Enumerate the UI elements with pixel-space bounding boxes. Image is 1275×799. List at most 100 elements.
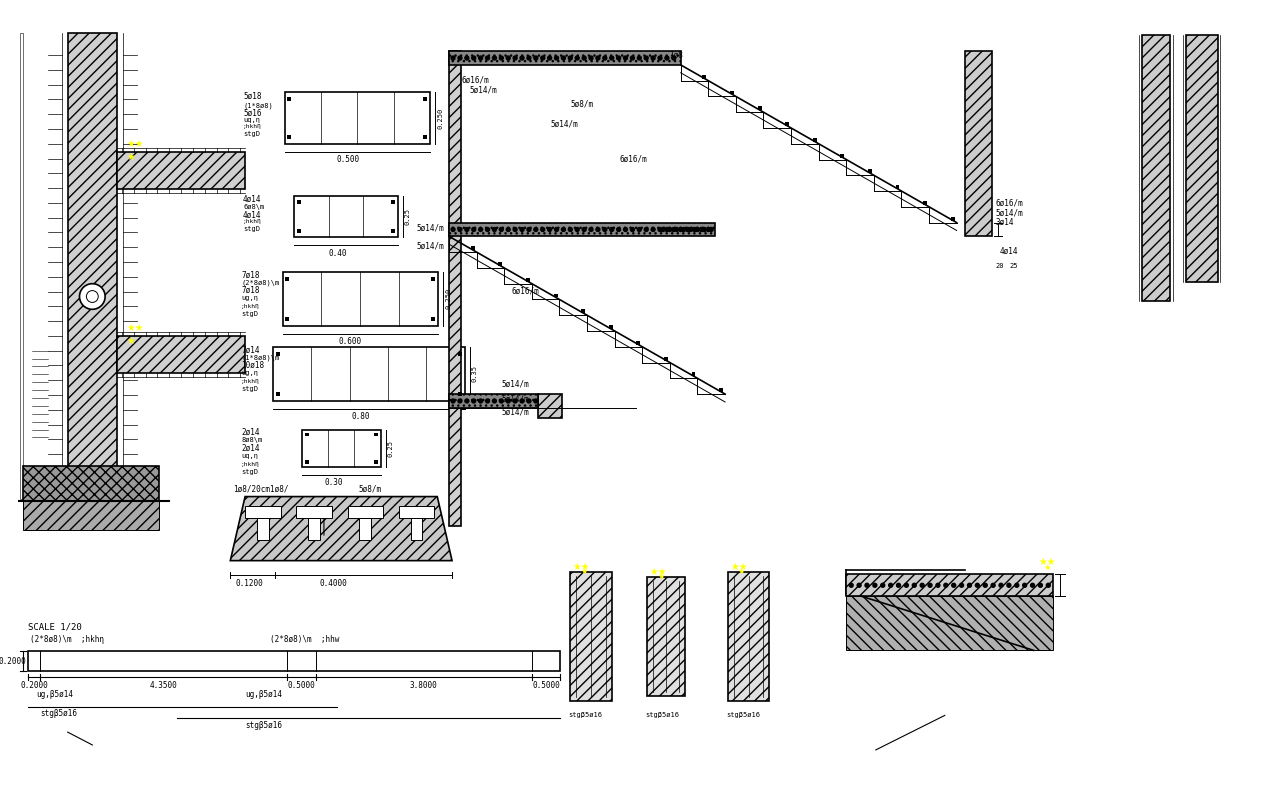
- Circle shape: [478, 56, 483, 60]
- Circle shape: [849, 583, 853, 587]
- Text: 0.1200: 0.1200: [235, 578, 263, 588]
- Text: 3.8000: 3.8000: [411, 682, 437, 690]
- Bar: [847, 596, 1053, 650]
- Text: ★: ★: [580, 567, 588, 576]
- Bar: [581, 309, 585, 313]
- Bar: [574, 690, 608, 698]
- Circle shape: [506, 399, 510, 403]
- Bar: [286, 317, 289, 321]
- Circle shape: [703, 228, 706, 232]
- Text: ★★: ★★: [649, 566, 667, 577]
- Text: 0.35: 0.35: [472, 365, 478, 382]
- Text: SCALE 1/20: SCALE 1/20: [28, 622, 82, 631]
- Bar: [374, 460, 379, 464]
- Text: stgβ5ø16: stgβ5ø16: [725, 713, 760, 718]
- Circle shape: [1023, 583, 1026, 587]
- Bar: [965, 51, 992, 237]
- Bar: [923, 201, 927, 205]
- Circle shape: [520, 228, 524, 232]
- Text: 5ø14/m: 5ø14/m: [417, 242, 444, 251]
- Circle shape: [1038, 583, 1043, 587]
- Circle shape: [960, 583, 964, 587]
- Bar: [458, 352, 462, 356]
- Text: ★: ★: [738, 567, 746, 576]
- Circle shape: [492, 399, 496, 403]
- Circle shape: [968, 583, 972, 587]
- Circle shape: [513, 228, 518, 232]
- Circle shape: [603, 56, 607, 60]
- Circle shape: [472, 399, 476, 403]
- Circle shape: [583, 228, 587, 232]
- Circle shape: [652, 228, 655, 232]
- Circle shape: [991, 583, 995, 587]
- Bar: [574, 663, 608, 671]
- Circle shape: [465, 56, 469, 60]
- Circle shape: [904, 583, 908, 587]
- Text: ★: ★: [126, 152, 135, 161]
- Text: 6ø16/m: 6ø16/m: [462, 75, 490, 84]
- Circle shape: [492, 56, 496, 60]
- Bar: [431, 276, 435, 280]
- Text: uq,η: uq,η: [244, 117, 260, 123]
- Circle shape: [896, 583, 900, 587]
- Text: (2*8ø8)\m  ;hkhη: (2*8ø8)\m ;hkhη: [31, 635, 105, 644]
- Bar: [302, 430, 381, 467]
- Circle shape: [617, 228, 621, 232]
- Circle shape: [889, 583, 892, 587]
- Circle shape: [609, 56, 613, 60]
- Text: stgβ5ø16: stgβ5ø16: [40, 709, 76, 718]
- Circle shape: [589, 56, 593, 60]
- Bar: [273, 347, 465, 401]
- Circle shape: [695, 228, 700, 232]
- Bar: [399, 507, 435, 519]
- Bar: [732, 635, 765, 643]
- Text: ;hkhη: ;hkhη: [241, 304, 260, 309]
- Circle shape: [709, 228, 713, 232]
- Bar: [574, 594, 608, 602]
- Circle shape: [486, 399, 490, 403]
- Circle shape: [561, 56, 565, 60]
- Bar: [391, 200, 395, 204]
- Bar: [1142, 35, 1169, 301]
- Circle shape: [595, 56, 599, 60]
- Text: 1ø8/20cm1ø8/: 1ø8/20cm1ø8/: [233, 484, 288, 493]
- Text: 0.250: 0.250: [437, 108, 444, 129]
- Circle shape: [541, 56, 544, 60]
- Text: 25: 25: [1010, 263, 1019, 269]
- Circle shape: [583, 56, 587, 60]
- Circle shape: [644, 228, 648, 232]
- Circle shape: [686, 228, 690, 232]
- Bar: [284, 93, 431, 144]
- Circle shape: [672, 228, 676, 232]
- Bar: [117, 336, 245, 373]
- Circle shape: [638, 228, 641, 232]
- Bar: [449, 223, 715, 237]
- Text: 5ø14/m: 5ø14/m: [994, 209, 1023, 217]
- Bar: [499, 262, 502, 266]
- Bar: [28, 651, 561, 671]
- Text: 20: 20: [994, 263, 1003, 269]
- Text: stgD: stgD: [244, 225, 260, 232]
- Circle shape: [1030, 583, 1034, 587]
- Circle shape: [688, 228, 692, 232]
- Circle shape: [617, 56, 621, 60]
- Circle shape: [513, 399, 518, 403]
- Text: ★: ★: [126, 336, 135, 346]
- Circle shape: [975, 583, 979, 587]
- Bar: [23, 500, 159, 530]
- Text: ★: ★: [1043, 563, 1051, 572]
- Circle shape: [458, 399, 462, 403]
- Circle shape: [944, 583, 947, 587]
- Bar: [652, 682, 681, 690]
- Text: 5ø14/m: 5ø14/m: [551, 120, 579, 129]
- Bar: [431, 317, 435, 321]
- Bar: [245, 507, 280, 519]
- Bar: [538, 394, 562, 418]
- Circle shape: [451, 56, 455, 60]
- Bar: [757, 106, 761, 110]
- Bar: [574, 650, 608, 658]
- Text: 5ø14/m: 5ø14/m: [501, 395, 529, 403]
- Text: ;hkhη: ;hkhη: [244, 219, 261, 224]
- Circle shape: [513, 56, 518, 60]
- Circle shape: [609, 228, 613, 232]
